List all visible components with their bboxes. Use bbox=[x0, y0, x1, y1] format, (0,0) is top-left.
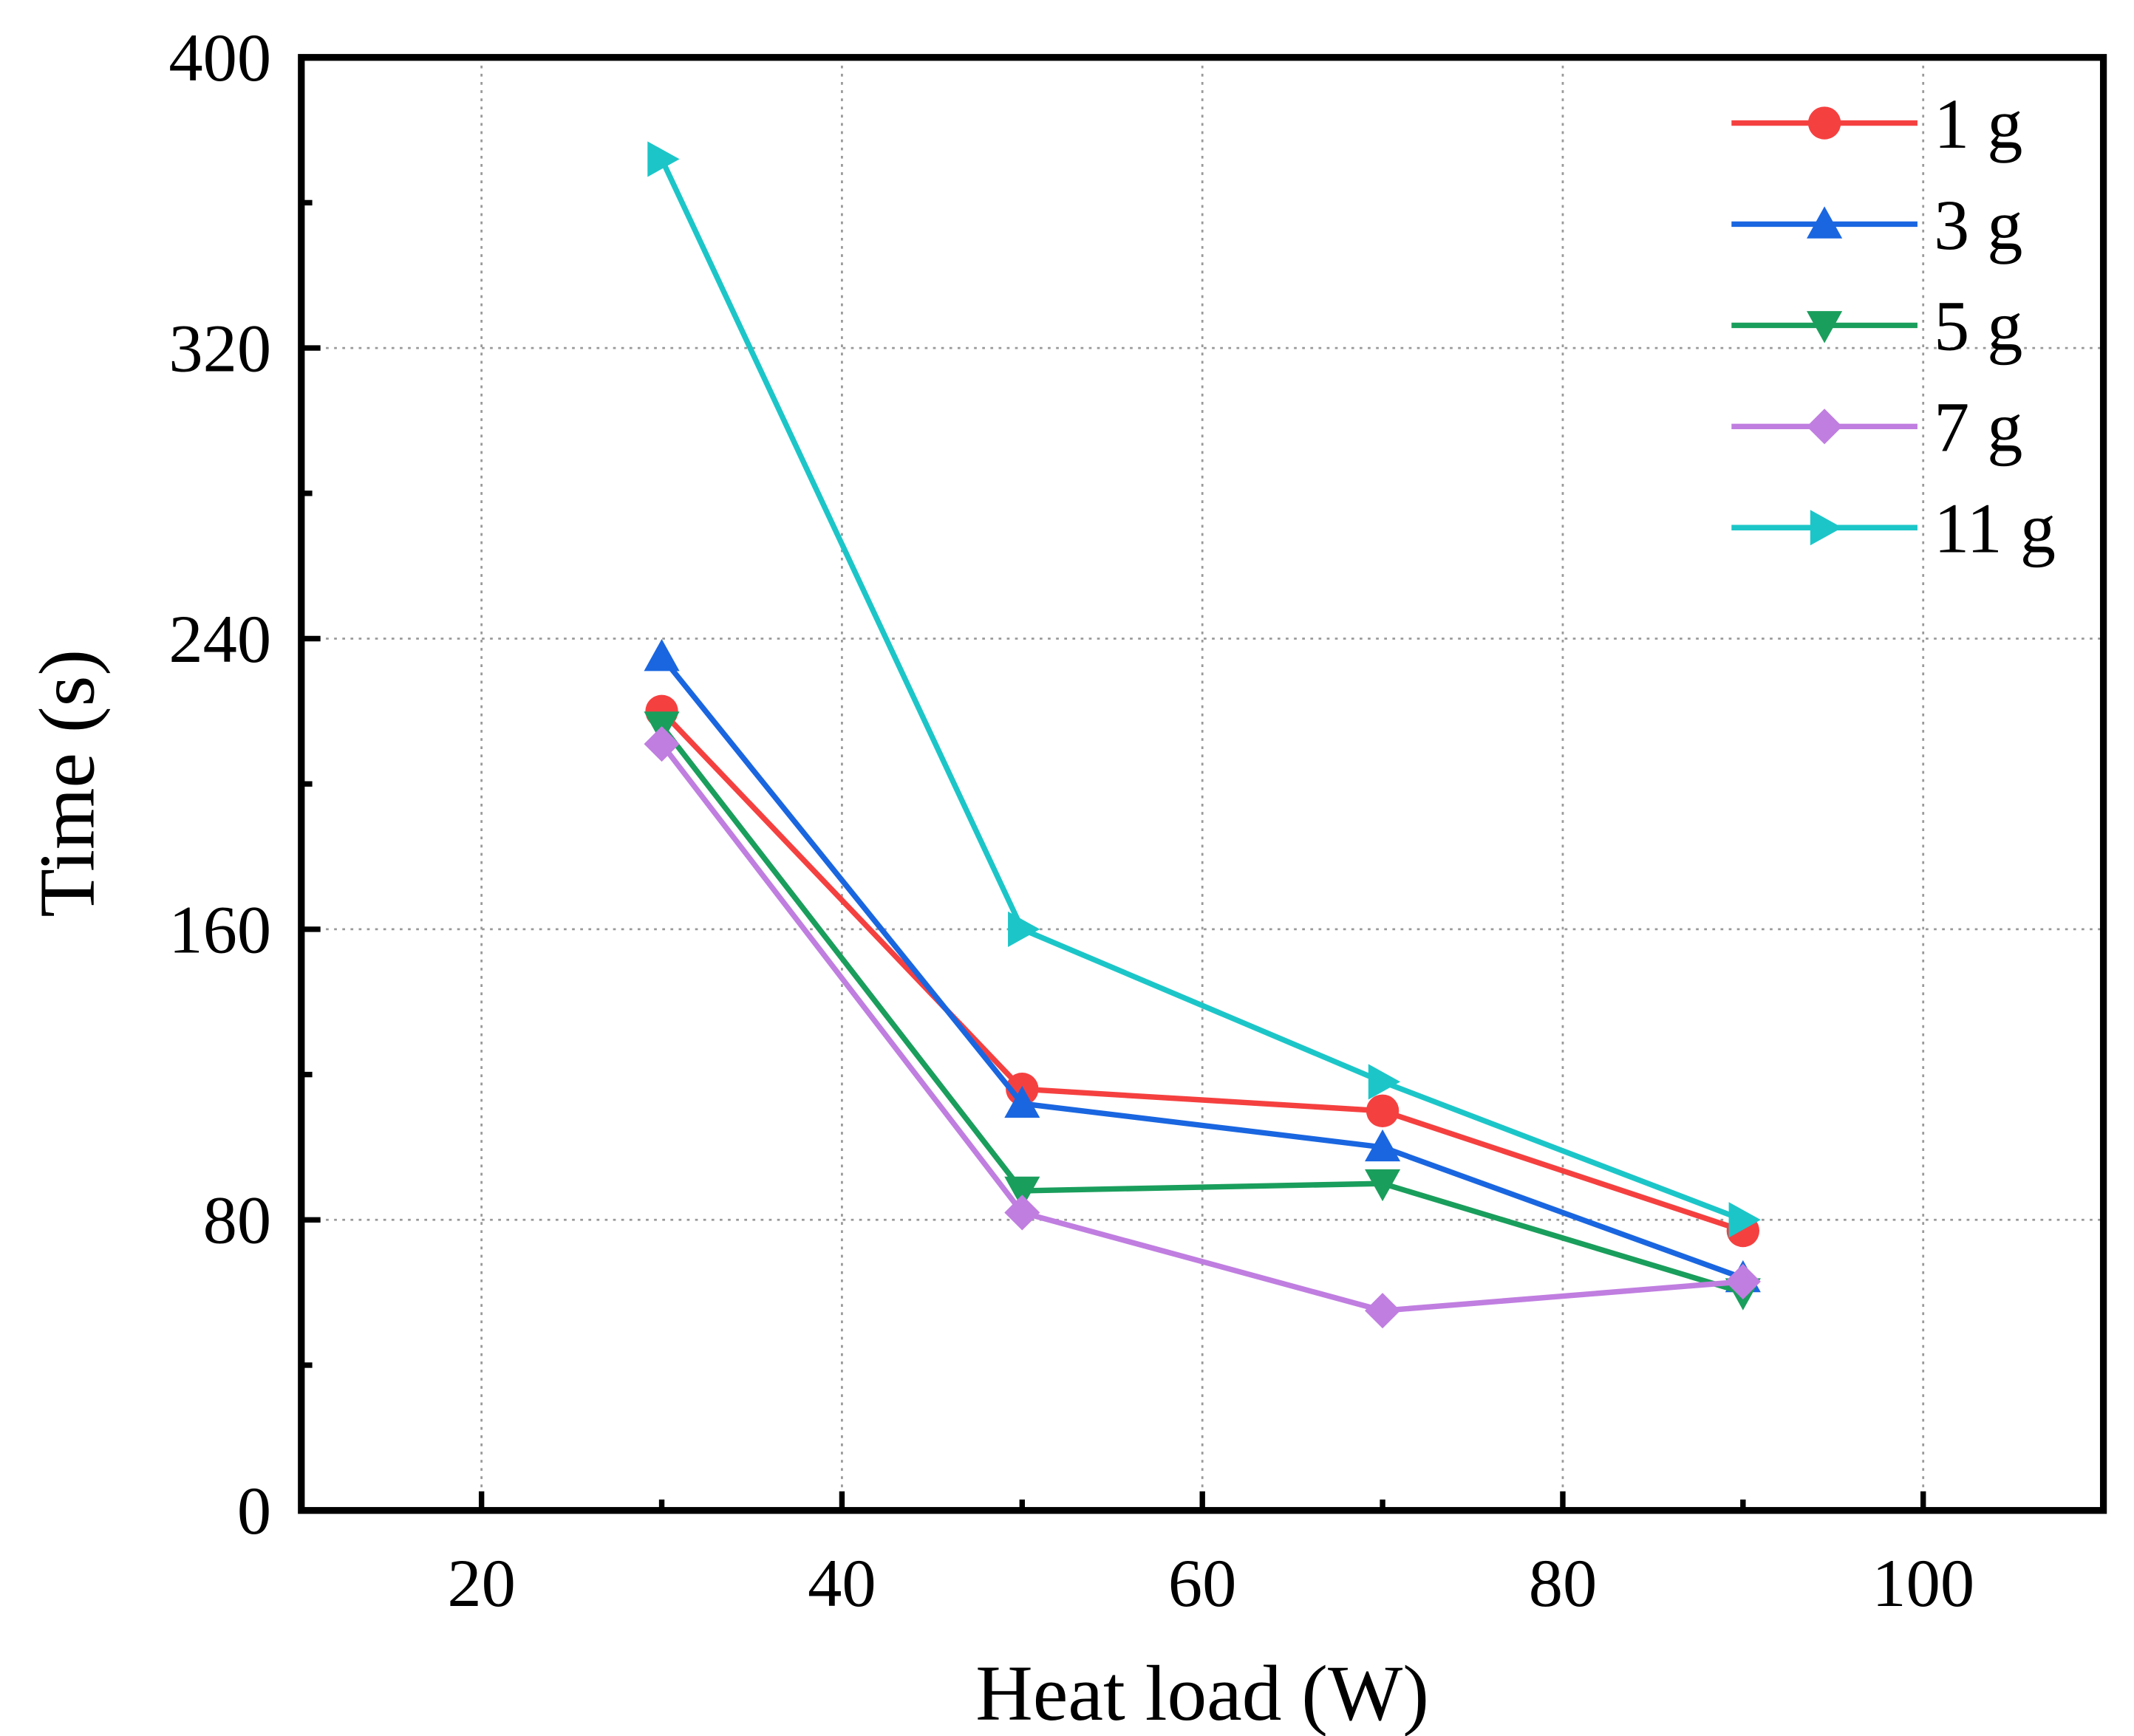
ticks: 20 40 60 80 100 0 80 160 240 320 400 bbox=[168, 21, 1974, 1621]
legend: 1 g 3 g 5 g 7 g 11 g bbox=[1731, 84, 2056, 568]
data-point bbox=[1807, 106, 1841, 140]
x-axis-label: Heat load (W) bbox=[975, 1650, 1429, 1736]
x-tick-label: 60 bbox=[1168, 1546, 1237, 1621]
data-point bbox=[1368, 1064, 1401, 1100]
grid bbox=[301, 57, 2104, 1511]
data-point bbox=[1008, 911, 1040, 947]
x-tick-label: 20 bbox=[447, 1546, 516, 1621]
data-point bbox=[1725, 1263, 1761, 1299]
series-layer bbox=[644, 141, 1761, 1329]
y-tick-label: 160 bbox=[168, 892, 271, 968]
y-tick-label: 240 bbox=[168, 602, 271, 677]
series-line bbox=[659, 742, 1744, 1313]
legend-label: 7 g bbox=[1934, 388, 2022, 467]
data-point bbox=[1807, 409, 1843, 445]
data-point bbox=[1366, 1094, 1400, 1127]
y-tick-label: 400 bbox=[168, 21, 271, 96]
legend-label: 3 g bbox=[1934, 185, 2022, 264]
legend-label: 11 g bbox=[1934, 489, 2056, 568]
y-tick-label: 320 bbox=[168, 312, 271, 387]
y-axis-label: Time (s) bbox=[24, 649, 112, 917]
data-point bbox=[1807, 206, 1843, 239]
x-tick-label: 100 bbox=[1872, 1546, 1974, 1621]
data-point bbox=[1004, 1195, 1040, 1231]
data-point bbox=[1810, 510, 1843, 546]
data-point bbox=[1728, 1202, 1761, 1238]
data-point bbox=[644, 639, 680, 671]
data-point bbox=[1365, 1293, 1401, 1329]
data-point bbox=[1365, 1129, 1401, 1162]
x-tick-label: 80 bbox=[1529, 1546, 1598, 1621]
y-tick-label: 80 bbox=[203, 1183, 272, 1259]
series-line bbox=[659, 709, 1745, 1234]
legend-label: 1 g bbox=[1934, 84, 2022, 163]
data-point bbox=[1004, 1085, 1040, 1118]
plot-frame bbox=[298, 54, 2107, 1514]
series-line bbox=[659, 157, 1745, 1223]
series-3g bbox=[644, 639, 1761, 1293]
series-7g bbox=[644, 726, 1761, 1329]
data-point bbox=[1365, 1169, 1401, 1202]
series-line bbox=[659, 655, 1745, 1281]
y-tick-label: 0 bbox=[237, 1474, 271, 1549]
legend-label: 5 g bbox=[1934, 287, 2022, 366]
series-11g bbox=[647, 141, 1761, 1238]
data-point bbox=[1004, 1176, 1040, 1209]
series-line bbox=[659, 724, 1744, 1296]
data-point bbox=[1807, 311, 1843, 344]
x-tick-label: 40 bbox=[808, 1546, 876, 1621]
data-point bbox=[647, 141, 680, 177]
